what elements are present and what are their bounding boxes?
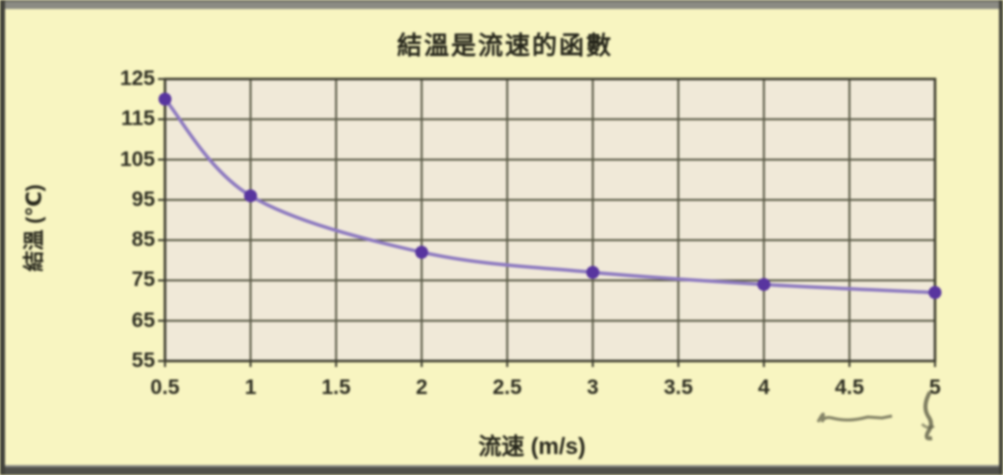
photo-border-top xyxy=(0,0,1003,9)
y-tick-label: 85 xyxy=(131,228,155,252)
x-tick-label: 1.5 xyxy=(321,376,351,399)
y-tick-label: 75 xyxy=(131,268,155,292)
x-tick-label: 1 xyxy=(244,376,257,399)
photo-border-left xyxy=(0,0,5,475)
y-tick-label: 55 xyxy=(131,349,155,372)
photo-border-bottom xyxy=(0,465,1003,475)
y-tick-label: 105 xyxy=(119,147,155,171)
x-tick-label: 4.5 xyxy=(834,376,865,399)
photo-border-right xyxy=(999,0,1003,475)
x-tick-label: 4 xyxy=(758,376,770,399)
y-tick-label: 115 xyxy=(121,107,155,131)
chart-title: 結溫是流速的函數 xyxy=(396,32,614,60)
x-tick-label: 3 xyxy=(586,376,599,399)
x-axis-title: 流速 (m/s) xyxy=(478,433,586,459)
x-tick-label: 0.5 xyxy=(150,376,180,399)
y-axis-title: 結溫 (℃) xyxy=(23,184,46,272)
x-tick-label: 5 xyxy=(929,376,941,399)
x-tick-label: 3.5 xyxy=(663,376,693,399)
x-tick-label: 2 xyxy=(415,376,428,399)
y-tick-label: 95 xyxy=(131,187,155,211)
y-tick-label: 65 xyxy=(131,308,155,332)
y-tick-label: 125 xyxy=(119,67,155,90)
x-tick-label: 2.5 xyxy=(492,376,522,399)
